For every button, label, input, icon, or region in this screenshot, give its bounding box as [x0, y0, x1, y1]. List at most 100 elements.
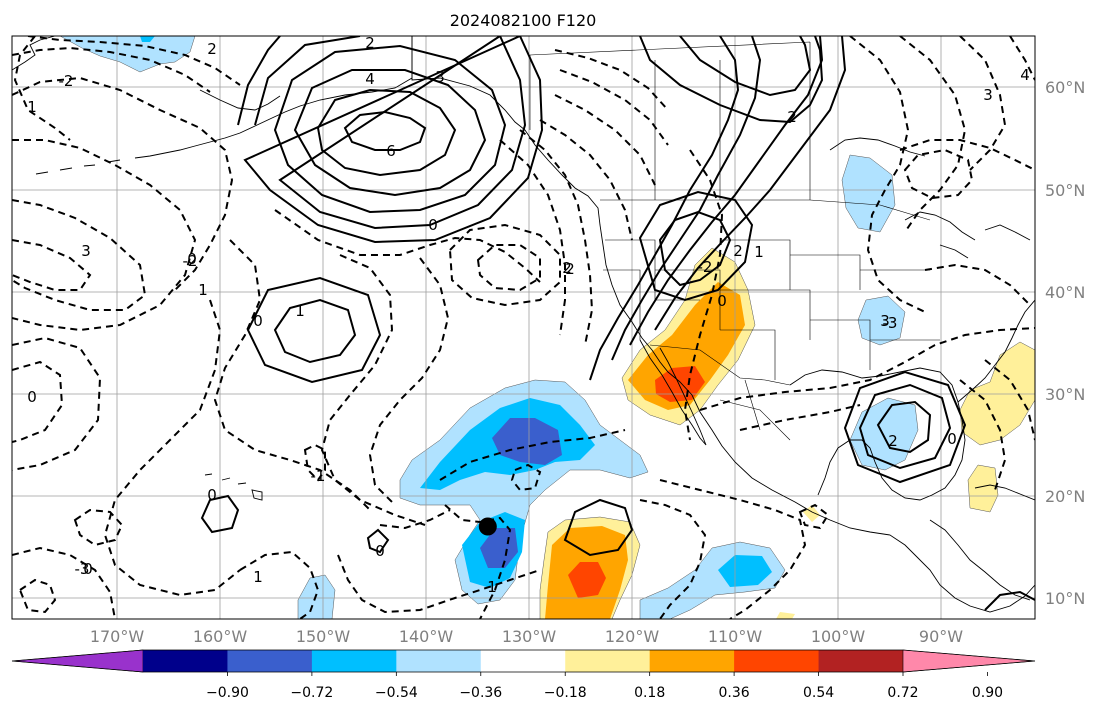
- colorbar-tick-label: −0.54: [375, 685, 418, 701]
- latitude-label: 20°N: [1045, 487, 1085, 506]
- border-canada-provinces: [529, 41, 811, 200]
- contour-label: 3: [435, 68, 445, 86]
- fill-red-sw-us: [655, 366, 705, 402]
- longitude-label: 170°W: [90, 627, 145, 646]
- contour-label: 0: [428, 216, 438, 234]
- longitude-label: 160°W: [193, 627, 248, 646]
- contour-label: 3: [983, 86, 993, 104]
- border-us-mexico: [649, 344, 791, 386]
- contour-label: 2: [733, 242, 743, 260]
- contour-solid-gulf-1: [876, 400, 932, 454]
- longitude-labels: 170°W 160°W 150°W 140°W 130°W 120°W 110°W 100°W…: [90, 627, 963, 646]
- latitude-label: 60°N: [1045, 78, 1085, 97]
- contour-dash-south-4: [659, 479, 807, 619]
- longitude-label: 100°W: [811, 627, 866, 646]
- contour-dash-west-us-5: [559, 69, 669, 146]
- longitude-label: 120°W: [605, 627, 660, 646]
- contour-label: -2: [59, 72, 74, 90]
- colorbar-outline: [11, 649, 1036, 673]
- contour-dash-central-2: [213, 239, 371, 511]
- longitude-label: 110°W: [708, 627, 763, 646]
- colorbar-extend-low: [11, 649, 144, 673]
- latitude-label: 50°N: [1045, 181, 1085, 200]
- colorbar-tick-label: −0.36: [459, 685, 502, 701]
- coastline-cuba: [974, 484, 1035, 501]
- contour-solid-se-corner: [984, 590, 1035, 611]
- contour-dash-east-4: [1009, 36, 1035, 81]
- storm-position-marker: [478, 517, 497, 536]
- fill-orange-sw-us: [628, 282, 745, 410]
- contour-solid-ne-1: [639, 36, 824, 124]
- longitude-label: 130°W: [502, 627, 557, 646]
- contour-dash-west-us-1: [519, 129, 594, 346]
- fill-yellow-small-2: [776, 612, 795, 619]
- colorbar-tick-label: −0.18: [544, 685, 587, 701]
- coastline-aleutians: [35, 159, 121, 175]
- contour-label: 0: [207, 486, 217, 504]
- contour-dash-central-5: [368, 257, 450, 506]
- contour-dash-west-us-2: [499, 139, 566, 336]
- colorbar-tick-label: 0.54: [803, 685, 834, 701]
- border-mexico-states: [719, 379, 791, 441]
- contour-dash-east-loop: [903, 148, 974, 200]
- border-us-canada: [600, 199, 931, 221]
- contour-dash-small-5: [18, 578, 57, 614]
- coastline-atlantic: [957, 299, 1035, 403]
- coastline-baja: [639, 339, 707, 446]
- contour-dash-south-1: [337, 554, 541, 614]
- contour-label: 2: [207, 40, 217, 58]
- fill-light-blue-great-lakes: [841, 154, 896, 233]
- coastline-north-america-west: [411, 36, 1035, 613]
- contour-dash-east-3: [959, 36, 1007, 171]
- contour-dash-west-us-3: [539, 119, 633, 241]
- contour-dash-left-edge: [13, 36, 71, 141]
- contour-label: 0: [947, 430, 957, 448]
- political-borders: [411, 36, 940, 441]
- contour-label: -3: [75, 560, 90, 578]
- contour-dash-se-3: [959, 379, 1007, 491]
- contour-solid-small-0: [366, 528, 390, 554]
- coastline-siberia: [12, 36, 56, 71]
- contour-label: -3: [883, 314, 898, 332]
- map-title: 2024082100 F120: [450, 11, 597, 30]
- colorbar-segment: [311, 650, 397, 672]
- coastline-hawaii: [204, 473, 263, 501]
- contour-label: 2: [365, 34, 375, 52]
- contour-dash-east-1: [849, 36, 926, 313]
- colorbar-segment: [649, 650, 735, 672]
- colorbar-segment: [480, 650, 566, 672]
- colorbar-tick-label: −0.72: [290, 685, 333, 701]
- contour-dash-loop-1: [448, 223, 561, 307]
- contour-label: 2: [787, 108, 797, 126]
- contour-label: 0: [253, 312, 263, 330]
- colorbar-tick-label: 0.18: [634, 685, 665, 701]
- contour-dash-left-1: [12, 360, 64, 443]
- contour-label: 4: [1020, 66, 1030, 84]
- contour-solid-hawaii-0: [200, 494, 240, 534]
- contour-solid-west-us-1: [589, 36, 740, 381]
- contour-dash-small-3: [510, 463, 542, 492]
- contour-label: -2: [183, 252, 198, 270]
- colorbar-tick-label: 0.72: [887, 685, 918, 701]
- contour-dash-nw-1: [12, 76, 234, 291]
- colorbar-segment: [396, 650, 482, 672]
- contour-label: 1: [754, 243, 764, 261]
- contour-solid-high-3: [273, 44, 507, 214]
- longitude-label: 140°W: [399, 627, 454, 646]
- contour-label: 2: [565, 260, 575, 278]
- contour-dash-small-4: [798, 503, 830, 530]
- contour-solid-trough-loop-2: [638, 190, 754, 302]
- contour-lines: [12, 36, 1035, 619]
- contour-dash-ne-small: [924, 263, 1031, 306]
- contour-label: -2: [698, 258, 713, 276]
- contour-solid-high-5: [316, 88, 457, 177]
- fill-red-south: [568, 562, 606, 598]
- fill-yellow-east: [959, 341, 1035, 446]
- contour-solid-gulf-2: [858, 383, 952, 470]
- latitude-label: 10°N: [1045, 589, 1085, 608]
- contour-label: 0: [187, 250, 197, 268]
- contour-dash-nw-4: [12, 239, 92, 291]
- colorbar-segment: [227, 650, 313, 672]
